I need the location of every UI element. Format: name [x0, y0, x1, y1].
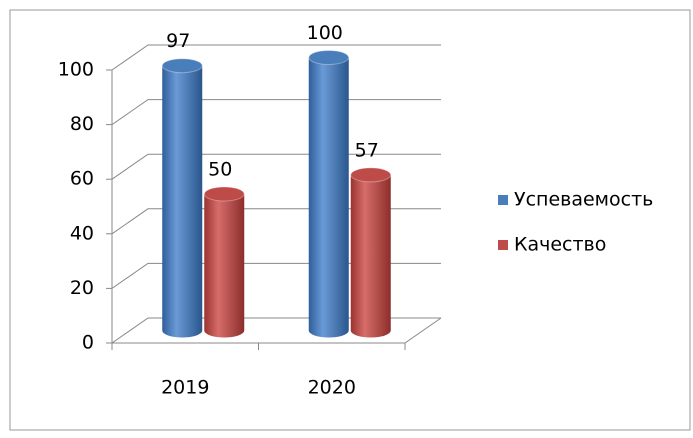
bar-top [308, 50, 350, 65]
y-tick-label: 0 [82, 332, 94, 354]
value-label: 100 [307, 22, 343, 44]
bar-body [162, 65, 203, 338]
bar-top [350, 167, 392, 183]
value-label: 57 [355, 139, 379, 161]
y-tick-label: 40 [70, 222, 94, 244]
bar [308, 50, 350, 338]
value-label: 50 [208, 159, 232, 181]
y-tick-label: 60 [70, 168, 94, 190]
bar [161, 58, 203, 338]
bar-body [350, 174, 391, 338]
bar-body [308, 57, 349, 338]
chart-border [9, 9, 691, 431]
bar-body [204, 194, 245, 338]
bar [203, 186, 245, 338]
y-tick-label: 80 [70, 113, 94, 135]
x-tick-label: 2020 [308, 377, 356, 399]
legend-label: Качество [514, 234, 606, 256]
grid-line [111, 44, 441, 71]
x-tick-label: 2019 [161, 377, 209, 399]
bar [350, 167, 392, 338]
y-tick-label: 20 [70, 277, 94, 299]
legend-swatch [498, 240, 508, 250]
bar-top [203, 186, 245, 202]
bar-top [161, 58, 203, 74]
value-label: 97 [166, 30, 190, 52]
legend-label: Успеваемость [514, 189, 653, 211]
y-tick-label: 100 [58, 59, 94, 81]
legend-swatch [498, 195, 508, 205]
